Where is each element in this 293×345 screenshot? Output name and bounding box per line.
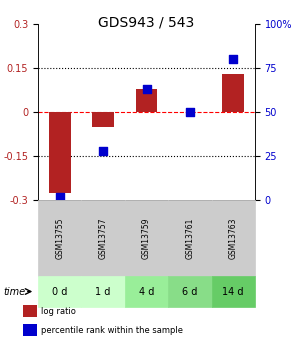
Text: log ratio: log ratio — [41, 307, 76, 316]
Text: 6 d: 6 d — [182, 287, 197, 296]
Text: GSM13757: GSM13757 — [99, 217, 108, 259]
Text: GSM13755: GSM13755 — [55, 217, 64, 259]
Text: 14 d: 14 d — [222, 287, 244, 296]
Point — [57, 194, 62, 199]
Text: 4 d: 4 d — [139, 287, 154, 296]
Point — [231, 57, 236, 62]
Text: GSM13763: GSM13763 — [229, 217, 238, 259]
Bar — [49, 112, 71, 193]
Text: GSM13759: GSM13759 — [142, 217, 151, 259]
Bar — [136, 89, 157, 112]
Text: GSM13761: GSM13761 — [185, 217, 194, 259]
Point — [144, 87, 149, 92]
Bar — [222, 74, 244, 112]
Text: 0 d: 0 d — [52, 287, 67, 296]
Point — [101, 148, 105, 154]
Text: time: time — [3, 287, 25, 296]
Text: 1 d: 1 d — [96, 287, 111, 296]
Bar — [92, 112, 114, 127]
Text: percentile rank within the sample: percentile rank within the sample — [41, 326, 183, 335]
Text: GDS943 / 543: GDS943 / 543 — [98, 16, 195, 30]
Point — [188, 109, 192, 115]
